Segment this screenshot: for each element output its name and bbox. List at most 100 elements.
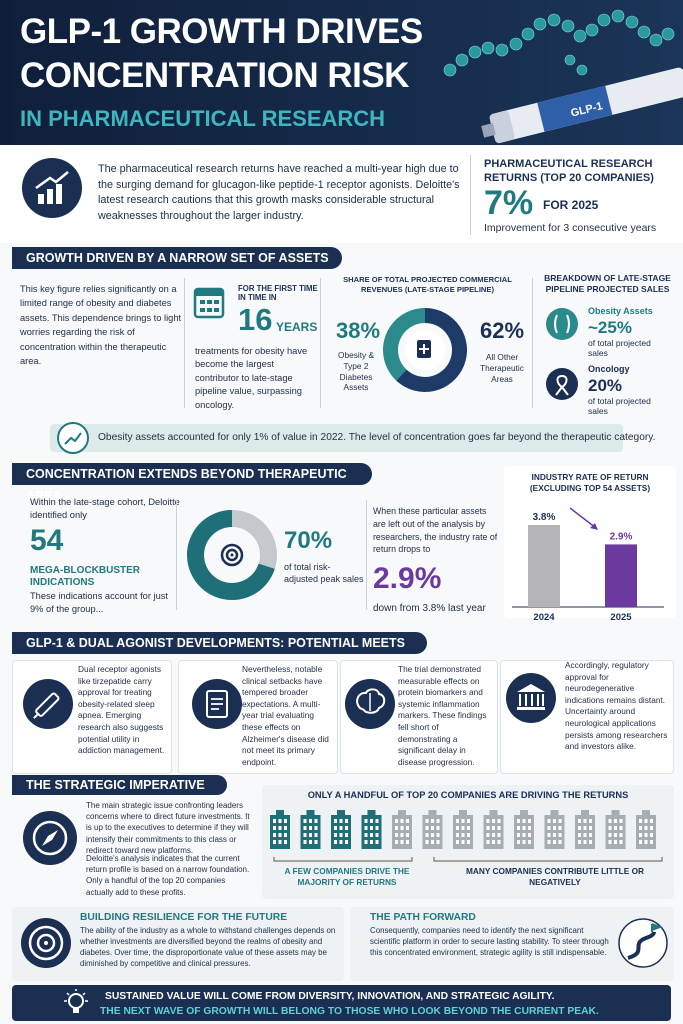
window (492, 833, 495, 837)
window (375, 819, 379, 823)
brain-icon (345, 679, 395, 729)
window (425, 826, 429, 830)
window (345, 826, 348, 830)
window (406, 840, 409, 844)
building-top (520, 810, 528, 816)
window (339, 819, 343, 823)
window (461, 833, 465, 837)
window (406, 826, 409, 830)
window (644, 840, 648, 844)
window (370, 833, 373, 837)
window (547, 819, 551, 823)
window (608, 826, 612, 830)
section-heading: GROWTH DRIVEN BY A NARROW SET OF ASSETS (12, 247, 342, 269)
window (522, 833, 526, 837)
banner-bg (50, 424, 623, 452)
window (517, 819, 520, 823)
footer-bg (12, 985, 671, 1021)
building-top (276, 810, 284, 816)
window (273, 826, 276, 830)
window (467, 840, 470, 844)
building-top (398, 810, 406, 816)
section-heading: CONCENTRATION EXTENDS BEYOND THERAPEUTIC… (12, 463, 372, 503)
window (517, 840, 520, 844)
count-value: 54 (30, 524, 64, 557)
window (303, 840, 307, 844)
obesity-icon (546, 308, 578, 340)
window (278, 826, 282, 830)
footer-line: SUSTAINED VALUE WILL COME FROM DIVERSITY… (105, 991, 555, 1002)
window (486, 833, 490, 837)
pen (481, 67, 683, 144)
window (583, 826, 587, 830)
window (486, 826, 490, 830)
peak-caption: of total risk-adjusted peak sales (284, 562, 364, 584)
window (583, 833, 587, 837)
window (619, 819, 623, 823)
compass-icon (23, 811, 77, 865)
window (639, 833, 642, 837)
window (547, 840, 551, 844)
banner-icon (57, 422, 89, 454)
window (303, 826, 307, 830)
window (425, 840, 429, 844)
company-icons (270, 810, 663, 862)
target-icon (21, 918, 71, 968)
share-donut (383, 308, 467, 392)
card-text: Dual receptor agonists like tirzepatide … (78, 664, 165, 756)
window (461, 819, 465, 823)
window (558, 833, 562, 837)
window (436, 826, 440, 830)
brace (273, 857, 663, 862)
window (578, 833, 581, 837)
returns-value: 7% (484, 184, 534, 222)
divider (176, 500, 177, 610)
window (431, 840, 434, 844)
window (400, 826, 404, 830)
window (456, 826, 459, 830)
window (614, 833, 617, 837)
window (547, 826, 551, 830)
divider (532, 278, 533, 408)
clipboard-icon (192, 679, 242, 729)
window (528, 819, 531, 823)
donut-segment (383, 308, 425, 381)
window (334, 826, 337, 830)
returns-title: PHARMACEUTICAL RESEARCH RETURNS (TOP 20 … (484, 158, 654, 185)
window (492, 826, 495, 830)
path-title: THE PATH FORWARD (370, 912, 476, 923)
building-top (550, 810, 559, 816)
window (497, 826, 501, 830)
window (467, 833, 470, 837)
window (553, 840, 556, 844)
window (492, 840, 495, 844)
window (436, 833, 440, 837)
window (558, 819, 562, 823)
window (345, 840, 348, 844)
window (528, 833, 531, 837)
divider (320, 278, 321, 408)
window (639, 819, 642, 823)
window (517, 833, 520, 837)
window (522, 840, 526, 844)
window (583, 819, 587, 823)
section-heading: THE STRATEGIC IMPERATIVE (12, 775, 227, 795)
first-time-text: treatments for obesity have become the l… (195, 346, 308, 410)
window (461, 826, 465, 830)
window (284, 833, 287, 837)
window (644, 833, 648, 837)
breakdown-note: of total projected sales (588, 338, 651, 359)
window (400, 819, 404, 823)
window (589, 819, 592, 823)
window (589, 840, 592, 844)
path-text: Consequently, companies need to identify… (370, 926, 609, 958)
window (334, 840, 337, 844)
count-note: These indications account for just 9% of… (30, 591, 168, 615)
window (614, 819, 617, 823)
count-label: MEGA-BLOCKBUSTER INDICATIONS (30, 565, 140, 588)
window (431, 819, 434, 823)
window (395, 819, 398, 823)
building-top (489, 810, 498, 816)
growth-icon (22, 158, 82, 218)
building-top (428, 810, 437, 816)
